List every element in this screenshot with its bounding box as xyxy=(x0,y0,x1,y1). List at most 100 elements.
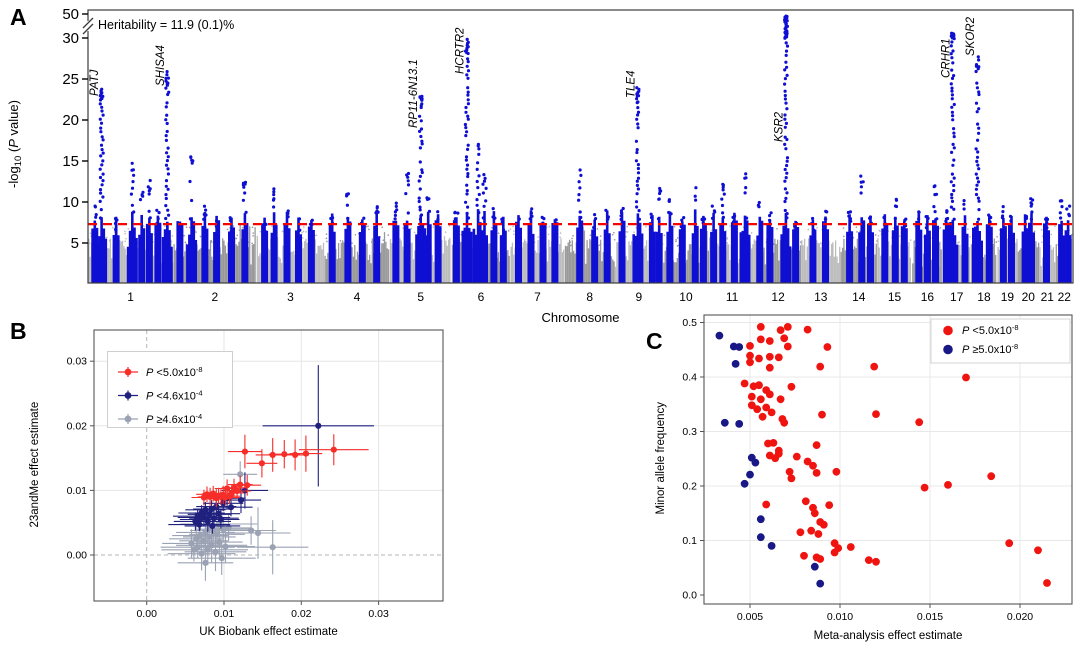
data-point xyxy=(206,511,213,518)
data-point xyxy=(962,373,970,382)
data-point xyxy=(816,579,825,588)
data-point xyxy=(237,481,244,488)
legend-label: P <5.0x10-8 xyxy=(962,323,1019,337)
heritability-annotation: Heritability = 11.9 (0.1)% xyxy=(98,18,234,32)
locus-stem xyxy=(780,213,792,283)
data-point xyxy=(816,362,825,371)
y-tick-label: 0.4 xyxy=(682,372,697,384)
series-ns xyxy=(715,331,825,588)
significant-loci xyxy=(91,14,1072,283)
x-tick-label: 0.020 xyxy=(1007,611,1033,623)
chromosome-tick-label: 6 xyxy=(478,290,485,304)
locus-stem xyxy=(358,219,366,283)
data-point xyxy=(208,542,215,549)
locus-stem xyxy=(632,213,644,283)
data-point xyxy=(796,528,805,537)
locus-points xyxy=(202,204,208,221)
locus-stem xyxy=(415,214,427,283)
y-tick-label: 0.2 xyxy=(682,481,697,493)
gene-label: CRHR1 xyxy=(940,38,952,78)
data-point xyxy=(809,461,817,470)
locus-stem xyxy=(1008,215,1015,283)
locus-points xyxy=(693,186,698,202)
locus-points xyxy=(262,222,268,234)
gene-label: HCRTR2 xyxy=(454,27,466,74)
locus-stem xyxy=(666,211,674,283)
locus-stem xyxy=(403,220,411,283)
data-point xyxy=(746,351,754,360)
y-tick-label: 15 xyxy=(62,153,79,170)
locus-stem xyxy=(1058,220,1066,283)
panel-c-label: C xyxy=(646,328,663,354)
data-point xyxy=(792,452,801,461)
locus-stem xyxy=(472,209,484,283)
data-point xyxy=(269,544,276,551)
data-point xyxy=(753,405,762,414)
data-point xyxy=(755,381,763,390)
locus-points xyxy=(679,216,686,229)
locus-points xyxy=(656,186,663,221)
gene-label: SKOR2 xyxy=(965,16,977,56)
data-point xyxy=(787,474,796,483)
locus-stem xyxy=(1064,220,1072,283)
chrom-13-noise-points xyxy=(801,228,841,283)
scatter-effect-comparison: 0.00 0.01 0.02 0.03 0.00 0.01 0.02 0.03 UK Bioba… xyxy=(29,329,444,638)
locus-points xyxy=(404,171,411,215)
chromosome-tick-label: 14 xyxy=(852,290,866,304)
locus-stem xyxy=(591,219,599,283)
data-point xyxy=(800,551,808,560)
data-point xyxy=(315,422,322,429)
legend-label: P <4.6x10-4 xyxy=(146,389,203,403)
data-point xyxy=(208,506,215,513)
x-axis-title: UK Biobank effect estimate xyxy=(199,626,338,638)
data-point xyxy=(810,562,819,571)
x-axis-title: Meta-analysis effect estimate xyxy=(814,630,963,642)
y-tick-label: 20 xyxy=(62,112,79,129)
legend-marker-dot xyxy=(943,325,953,336)
locus-points xyxy=(649,212,654,226)
data-point xyxy=(200,537,207,544)
locus-points xyxy=(393,201,399,221)
legend-label: P ≥5.0x10-8 xyxy=(962,342,1018,356)
locus-points xyxy=(164,70,171,221)
data-point xyxy=(212,548,219,555)
chromosome-tick-label: 11 xyxy=(726,290,739,304)
locus-points xyxy=(710,204,717,220)
x-tick-label: 0.010 xyxy=(827,611,853,623)
locus-stem xyxy=(766,220,774,283)
data-point xyxy=(756,395,765,404)
data-point xyxy=(210,490,217,497)
data-point xyxy=(756,533,765,542)
locus-points xyxy=(374,205,380,215)
locus-points xyxy=(228,216,233,233)
data-point xyxy=(241,487,248,494)
data-point xyxy=(735,343,744,351)
legend-marker-dot xyxy=(124,392,132,399)
locus-points xyxy=(345,192,350,221)
locus-stem xyxy=(947,219,959,283)
locus-stem xyxy=(295,217,302,283)
chromosome-tick-label: 15 xyxy=(888,290,902,304)
locus-points xyxy=(453,210,460,221)
locus-points xyxy=(924,215,930,230)
data-point xyxy=(210,515,218,522)
data-point xyxy=(735,420,744,428)
chromosome-tick-label: 4 xyxy=(354,290,361,304)
locus-points xyxy=(481,173,488,220)
data-point xyxy=(206,533,213,540)
locus-points xyxy=(634,86,641,221)
locus-points xyxy=(1044,217,1050,230)
locus-stem xyxy=(756,216,764,283)
data-point xyxy=(872,557,880,566)
data-point xyxy=(204,518,211,525)
data-point xyxy=(747,401,756,410)
data-point xyxy=(762,500,771,509)
data-point xyxy=(785,467,794,476)
y-tick-label: 0.01 xyxy=(67,485,88,497)
chromosome-tick-label: 18 xyxy=(977,290,991,304)
locus-points xyxy=(113,217,119,232)
data-point xyxy=(210,527,217,534)
data-point xyxy=(803,457,812,466)
chromosome-tick-label: 22 xyxy=(1058,290,1072,304)
locus-points xyxy=(743,172,749,220)
